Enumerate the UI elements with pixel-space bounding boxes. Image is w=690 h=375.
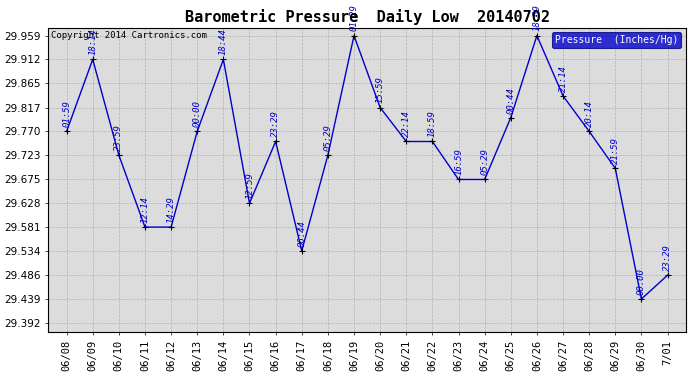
Text: 23:29: 23:29 [663,244,672,271]
Text: 22:14: 22:14 [402,111,411,137]
Text: 18:14: 18:14 [88,28,97,55]
Text: 01:29: 01:29 [350,4,359,32]
Text: 00:00: 00:00 [637,268,646,295]
Text: 18:59: 18:59 [533,4,542,32]
Text: 18:44: 18:44 [219,28,228,55]
Text: 01:59: 01:59 [62,100,71,127]
Text: 18:59: 18:59 [428,111,437,137]
Text: 23:29: 23:29 [271,111,280,137]
Text: 05:29: 05:29 [324,124,333,151]
Title: Barometric Pressure  Daily Low  20140702: Barometric Pressure Daily Low 20140702 [184,9,549,25]
Text: 05:29: 05:29 [480,148,489,176]
Text: 00:44: 00:44 [506,87,515,114]
Legend: Pressure  (Inches/Hg): Pressure (Inches/Hg) [552,32,681,48]
Text: 12:14: 12:14 [141,196,150,223]
Text: 16:59: 16:59 [454,148,463,176]
Text: 21:14: 21:14 [558,65,568,92]
Text: 20:14: 20:14 [584,100,593,127]
Text: 06:44: 06:44 [297,220,306,247]
Text: 12:59: 12:59 [245,172,254,199]
Text: 00:00: 00:00 [193,100,201,127]
Text: 14:29: 14:29 [166,196,176,223]
Text: Copyright 2014 Cartronics.com: Copyright 2014 Cartronics.com [52,31,208,40]
Text: 23:59: 23:59 [115,124,124,151]
Text: 21:59: 21:59 [611,137,620,164]
Text: 15:59: 15:59 [375,76,384,104]
